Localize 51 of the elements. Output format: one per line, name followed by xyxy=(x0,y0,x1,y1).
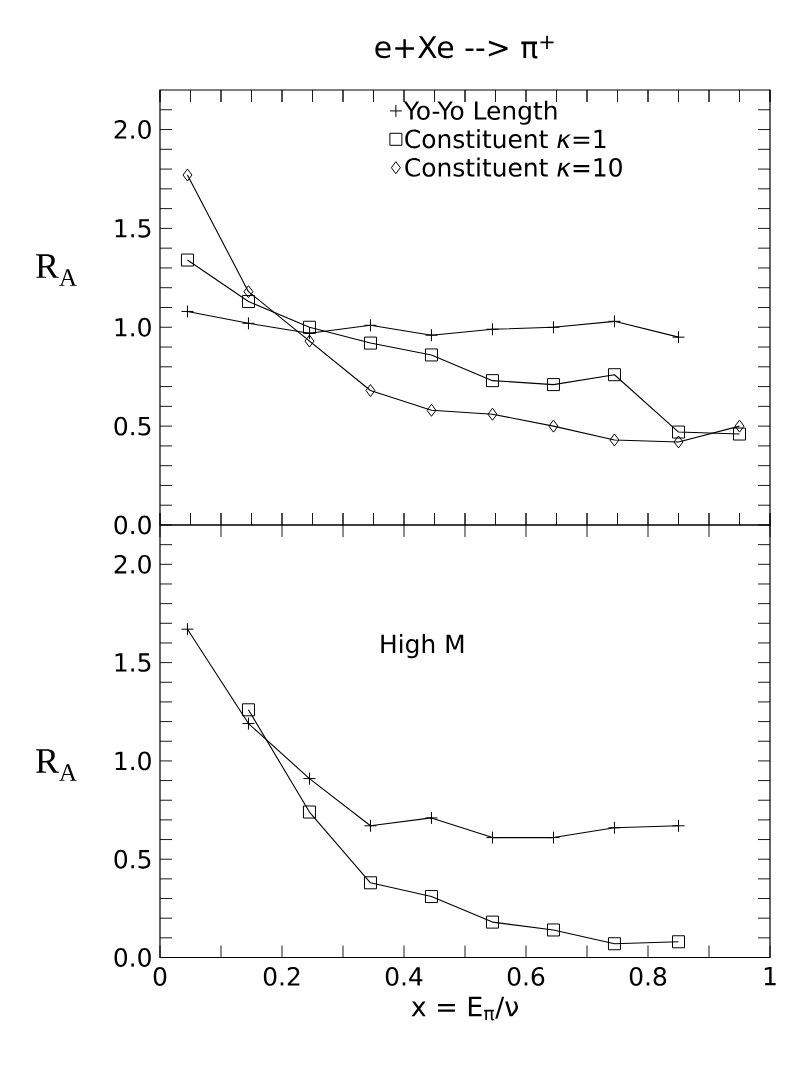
x-axis-title: x = E$_{π}$/ν xyxy=(411,996,518,1021)
legend-label: Yo-Yo Length xyxy=(403,100,557,125)
point xyxy=(424,890,438,904)
point xyxy=(302,805,316,819)
point xyxy=(363,876,377,890)
y-tick-label: 0.5 xyxy=(114,849,151,869)
point xyxy=(607,937,621,951)
y-tick-label: 1.5 xyxy=(115,219,151,238)
y-tick-label: 2.0 xyxy=(114,554,151,574)
y-tick-label: 1.0 xyxy=(115,317,151,337)
point xyxy=(241,703,255,717)
point xyxy=(485,374,499,388)
y-axis-title: R$_{A}$ xyxy=(36,254,77,286)
point xyxy=(365,384,376,398)
y-tick-label: 1.5 xyxy=(115,653,151,672)
point xyxy=(243,285,254,299)
point xyxy=(546,378,560,392)
x-tick-label: 1 xyxy=(764,967,776,986)
point xyxy=(180,253,194,267)
point xyxy=(733,427,747,441)
y-tick-label: 0.0 xyxy=(114,948,151,967)
y-tick-label: 2.0 xyxy=(114,120,151,139)
point xyxy=(182,168,193,182)
x-tick-label: 0.6 xyxy=(507,967,545,986)
y-axis-title: R$_{A}$ xyxy=(36,749,77,781)
point xyxy=(672,425,686,439)
point xyxy=(487,407,498,421)
y-tick-label: 0.0 xyxy=(114,515,151,535)
point xyxy=(304,334,315,348)
y-tick-label: 1.0 xyxy=(115,751,151,771)
point xyxy=(241,295,255,309)
point xyxy=(426,403,437,417)
point xyxy=(424,348,438,362)
point xyxy=(607,368,621,382)
point xyxy=(485,915,499,929)
x-tick-label: 0.2 xyxy=(263,967,300,986)
point xyxy=(609,433,620,447)
legend-label: Constituent κ=1 xyxy=(405,129,606,149)
point xyxy=(672,935,686,949)
annotation: High M xyxy=(381,634,464,659)
point xyxy=(734,419,745,433)
x-tick-label: 0.4 xyxy=(385,967,423,986)
y-tick-label: 0.5 xyxy=(114,416,151,436)
point xyxy=(363,336,377,350)
point xyxy=(673,435,684,449)
x-tick-label: 0.8 xyxy=(629,967,667,986)
chart-title: e+Xe --> π$^{+}$ xyxy=(375,35,554,59)
legend-label: Constituent κ=10 xyxy=(405,157,622,177)
point xyxy=(546,923,560,937)
point xyxy=(548,419,559,433)
x-tick-label: 0 xyxy=(153,967,167,986)
